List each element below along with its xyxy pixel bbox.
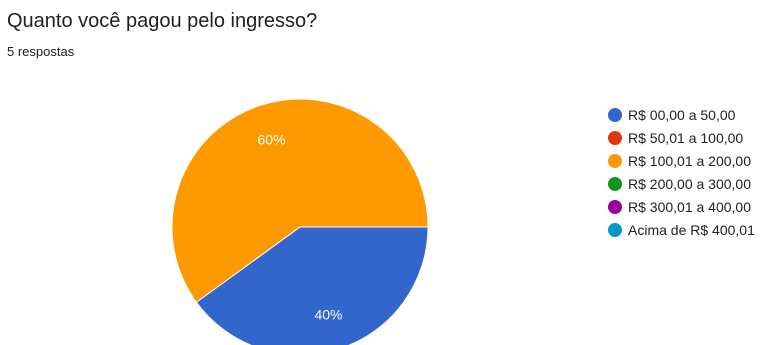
legend-item[interactable]: Acima de R$ 400,01 bbox=[608, 218, 755, 241]
legend-swatch-icon bbox=[608, 223, 622, 237]
legend-swatch-icon bbox=[608, 200, 622, 214]
legend-label: R$ 100,01 a 200,00 bbox=[628, 153, 751, 169]
chart-legend: R$ 00,00 a 50,00 R$ 50,01 a 100,00 R$ 100,… bbox=[608, 103, 755, 241]
legend-swatch-icon bbox=[608, 177, 622, 191]
legend-label: R$ 300,01 a 400,00 bbox=[628, 199, 751, 215]
legend-swatch-icon bbox=[608, 131, 622, 145]
legend-item[interactable]: R$ 00,00 a 50,00 bbox=[608, 103, 755, 126]
legend-swatch-icon bbox=[608, 108, 622, 122]
legend-item[interactable]: R$ 100,01 a 200,00 bbox=[608, 149, 755, 172]
legend-label: R$ 200,00 a 300,00 bbox=[628, 176, 751, 192]
legend-label: R$ 50,01 a 100,00 bbox=[628, 130, 743, 146]
pie-slice-label-0: 40% bbox=[314, 307, 342, 323]
legend-label: R$ 00,00 a 50,00 bbox=[628, 107, 735, 123]
pie-slice-label-2: 60% bbox=[258, 131, 286, 147]
legend-item[interactable]: R$ 300,01 a 400,00 bbox=[608, 195, 755, 218]
legend-item[interactable]: R$ 200,00 a 300,00 bbox=[608, 172, 755, 195]
legend-swatch-icon bbox=[608, 154, 622, 168]
legend-label: Acima de R$ 400,01 bbox=[628, 222, 755, 238]
legend-item[interactable]: R$ 50,01 a 100,00 bbox=[608, 126, 755, 149]
